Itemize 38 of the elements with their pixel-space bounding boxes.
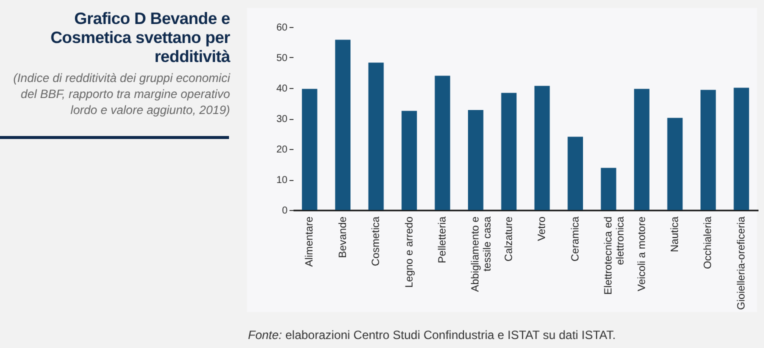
y-tick-label: 40	[276, 84, 288, 94]
bar	[667, 118, 683, 210]
text: Grafico D Bevande e Cosmetica svettano per redditività	[49, 10, 230, 67]
x-tick-label: Abbigliamento e tessile casa	[470, 216, 494, 292]
x-tick-label: Occhialeria	[702, 216, 714, 270]
y-tick-label: 20	[276, 144, 288, 156]
source-note: Fonte: elaborazioni Centro Studi Confindustria e ISTAT su dati ISTAT.	[248, 328, 616, 342]
x-tick-label: Ceramica	[569, 216, 582, 262]
x-tick-label: Legno e arredo	[403, 216, 416, 288]
bar	[600, 168, 616, 210]
bar	[634, 88, 650, 210]
bar	[302, 88, 318, 210]
x-tick-label: Alimentare	[304, 216, 316, 267]
x-tick-label: Veicoli a motore	[636, 216, 648, 292]
y-tick-label: 10	[276, 175, 288, 186]
x-tick-label: Vetro	[536, 216, 548, 242]
bar	[534, 86, 550, 210]
bar	[335, 40, 350, 210]
y-tick-label: 0	[282, 206, 288, 216]
bar	[734, 88, 750, 210]
y-tick-label: 50	[276, 53, 288, 64]
bar	[368, 62, 384, 210]
x-tick-label: Gioielleria-oreficeria	[735, 216, 748, 310]
y-tick-label: 30	[276, 114, 288, 125]
x-tick-label: Bevande	[336, 216, 349, 258]
bar	[700, 90, 716, 210]
bar	[501, 92, 517, 210]
text: (Indice di redditività dei gruppi economici del BBF, rapporto tra margine operativo lordo e valore aggiunto, 2019)	[12, 70, 230, 118]
x-tick-label: Pelletteria	[436, 216, 448, 264]
bar	[402, 110, 417, 210]
bar	[568, 136, 583, 210]
bar	[434, 76, 450, 210]
bar	[468, 110, 484, 210]
x-tick-label: Elettrotecnica ed elettronica	[602, 216, 627, 295]
y-tick-label: 60	[276, 22, 288, 34]
x-tick-label: Calzature	[502, 216, 515, 262]
x-tick-label: Cosmetica	[370, 216, 382, 266]
x-tick-label: Nautica	[668, 216, 681, 252]
